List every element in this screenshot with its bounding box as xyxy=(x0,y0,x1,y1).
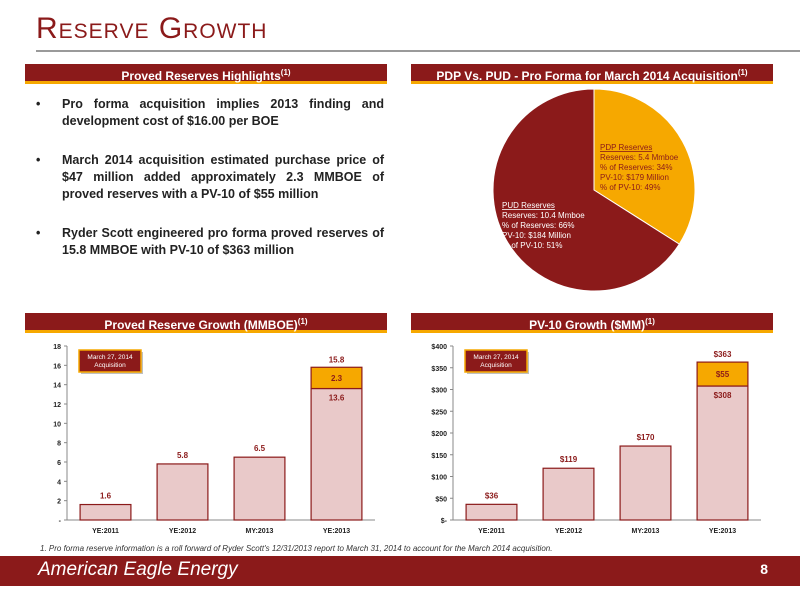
bar xyxy=(542,467,595,521)
slice-detail-label: % of PV-10: 49% xyxy=(600,183,660,192)
footnote-marker: (1) xyxy=(280,68,291,77)
pie-header: PDP Vs. PUD - Pro Forma for March 2014 A… xyxy=(411,64,773,84)
slice-detail-label: % of Reserves: 34% xyxy=(600,163,672,172)
y-tick-label: 18 xyxy=(53,344,61,351)
data-label: 6.5 xyxy=(254,444,266,453)
slice-detail-label: PV-10: $179 Million xyxy=(600,173,669,182)
bar xyxy=(696,385,749,521)
data-label: $170 xyxy=(637,433,655,442)
total-data-label: $363 xyxy=(714,350,732,359)
data-label: $36 xyxy=(485,491,499,500)
bar xyxy=(465,503,518,521)
slice-detail-label: Reserves: 10.4 Mmboe xyxy=(502,211,585,220)
y-tick-label: 16 xyxy=(53,363,61,370)
pv10-growth-header: PV-10 Growth ($MM)(1) xyxy=(411,313,773,333)
callout-text: March 27, 2014 xyxy=(473,354,519,361)
y-tick-label: $150 xyxy=(431,453,447,460)
highlights-header: Proved Reserves Highlights(1) xyxy=(25,64,387,84)
highlights-header-text: Proved Reserves Highlights xyxy=(121,69,281,83)
bar xyxy=(79,503,132,521)
pie-header-text: PDP Vs. PUD - Pro Forma for March 2014 A… xyxy=(436,69,738,83)
bullet-text: Ryder Scott engineered pro forma proved … xyxy=(62,226,384,257)
bar-stack-segment xyxy=(696,361,749,387)
footnote-marker: (1) xyxy=(737,68,748,77)
y-tick-label: 6 xyxy=(57,460,61,467)
bullet-text: Pro forma acquisition implies 2013 findi… xyxy=(62,97,384,128)
y-tick-label: 4 xyxy=(57,479,61,486)
stack-data-label: 2.3 xyxy=(331,374,343,383)
x-tick-label: YE:2011 xyxy=(92,528,119,535)
x-tick-label: MY:2013 xyxy=(246,528,274,535)
bar-stack-segment xyxy=(310,366,363,390)
y-tick-label: $400 xyxy=(431,344,447,351)
slice-detail-label: PV-10: $184 Million xyxy=(502,231,571,240)
pud-slice xyxy=(492,88,680,292)
data-label: 5.8 xyxy=(177,451,189,460)
callout-text: Acquisition xyxy=(94,362,126,369)
footer-bar: American Eagle Energy 8 xyxy=(0,556,800,586)
slice-detail-label: Reserves: 5.4 Mmboe xyxy=(600,153,679,162)
x-tick-label: YE:2013 xyxy=(323,528,350,535)
data-label: 1.6 xyxy=(100,492,112,501)
list-item: • Ryder Scott engineered pro forma prove… xyxy=(36,225,384,259)
pv10-growth-chart: $- $50 $100 $150 $200 $250 $300 $350 $400 YE:2011… xyxy=(431,344,761,535)
y-tick-label: $300 xyxy=(431,388,447,395)
highlights-list: • Pro forma acquisition implies 2013 fin… xyxy=(36,96,384,281)
pv10-growth-header-text: PV-10 Growth ($MM) xyxy=(529,318,646,332)
bar xyxy=(233,456,286,521)
footnote-marker: (1) xyxy=(297,317,308,326)
bullet-text: March 2014 acquisition estimated purchas… xyxy=(62,153,384,201)
y-tick-label: $100 xyxy=(431,475,447,482)
bar xyxy=(619,445,672,521)
slice-name-label: PUD Reserves xyxy=(502,201,555,210)
reserve-growth-header-text: Proved Reserve Growth (MMBOE) xyxy=(104,318,298,332)
callout-text: March 27, 2014 xyxy=(87,354,133,361)
company-logo-text: American Eagle Energy xyxy=(38,559,238,580)
callout-text: Acquisition xyxy=(480,362,512,369)
slice-detail-label: % of Reserves: 66% xyxy=(502,221,574,230)
total-data-label: 15.8 xyxy=(329,355,345,364)
data-label: 13.6 xyxy=(329,394,345,403)
y-tick-label: 8 xyxy=(57,441,61,448)
slice-name-label: PDP Reserves xyxy=(600,143,652,152)
page-number: 8 xyxy=(760,561,768,577)
list-item: • March 2014 acquisition estimated purch… xyxy=(36,152,384,203)
callout-box xyxy=(78,349,142,373)
pdp-slice xyxy=(593,88,696,245)
y-tick-label: 10 xyxy=(53,421,61,428)
y-tick-label: $- xyxy=(441,518,448,525)
y-tick-label: 12 xyxy=(53,402,61,409)
bullet-marker: • xyxy=(36,153,41,167)
reserve-growth-header: Proved Reserve Growth (MMBOE)(1) xyxy=(25,313,387,333)
y-tick-label: $250 xyxy=(431,409,447,416)
bar xyxy=(310,387,363,521)
y-tick-label: 14 xyxy=(53,383,61,390)
y-tick-label: $350 xyxy=(431,366,447,373)
slice-detail-label: % of PV-10: 51% xyxy=(502,241,562,250)
footnote-marker: (1) xyxy=(645,317,655,326)
page-title: Reserve Growth xyxy=(36,12,268,45)
data-label: $308 xyxy=(714,391,732,400)
x-tick-label: MY:2013 xyxy=(632,528,660,535)
stack-data-label: $55 xyxy=(716,370,730,379)
x-tick-label: YE:2013 xyxy=(709,528,736,535)
x-tick-label: YE:2011 xyxy=(478,528,505,535)
bar xyxy=(156,463,209,521)
y-tick-label: $200 xyxy=(431,431,447,438)
x-tick-label: YE:2012 xyxy=(555,528,582,535)
x-tick-label: YE:2012 xyxy=(169,528,196,535)
y-tick-label: $50 xyxy=(435,496,447,503)
data-label: $119 xyxy=(560,455,578,464)
y-tick-label: 2 xyxy=(57,499,61,506)
footnote: 1. Pro forma reserve information is a ro… xyxy=(40,544,553,553)
bullet-marker: • xyxy=(36,226,41,240)
y-tick-label: - xyxy=(59,518,62,525)
reserve-growth-chart: - 2 4 6 8 10 12 14 16 18 YE:2011 1.6 YE:2012 5.8 MY:20… xyxy=(53,344,375,535)
list-item: • Pro forma acquisition implies 2013 fin… xyxy=(36,96,384,130)
callout-box xyxy=(464,349,528,373)
bullet-marker: • xyxy=(36,97,41,111)
title-divider xyxy=(36,50,800,52)
